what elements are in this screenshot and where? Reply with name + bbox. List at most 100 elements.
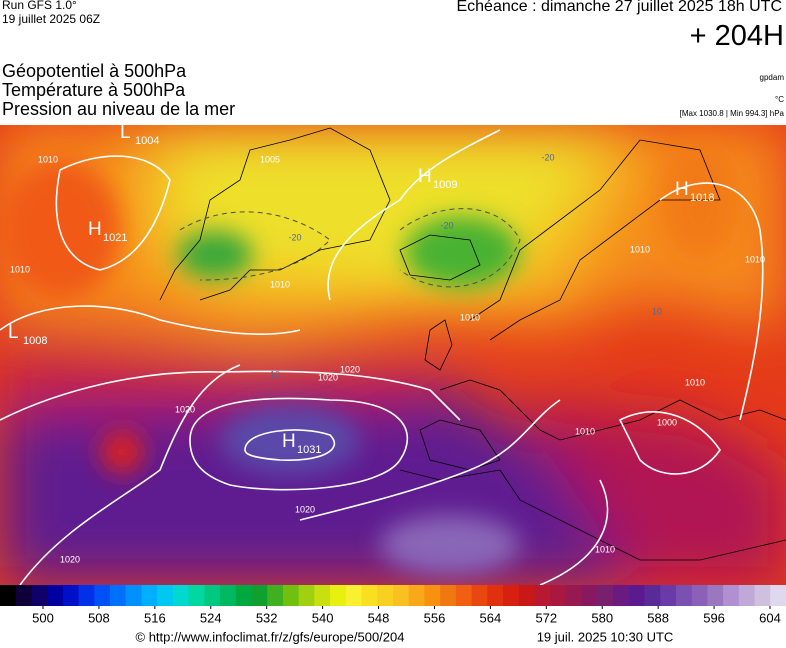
scale-swatch (550, 585, 567, 606)
scale-label: 524 (200, 610, 222, 625)
layer-title: Température à 500hPa (2, 80, 186, 100)
scale-swatch (15, 585, 32, 606)
center-kind: H (418, 166, 432, 187)
scale-label: 572 (535, 610, 557, 625)
scale-swatch (188, 585, 205, 606)
isobar-label: 1010 (38, 154, 58, 164)
unit: gpdam (759, 73, 784, 82)
scale-swatch (377, 585, 394, 606)
isobar-label: 1020 (295, 504, 315, 514)
scale-swatch (125, 585, 142, 606)
isotherms (179, 208, 521, 288)
isobar-label: 1010 (630, 244, 650, 254)
scale-swatch (267, 585, 284, 606)
scale-swatch (565, 585, 583, 606)
scale-swatch (110, 585, 127, 606)
scale-swatch (157, 585, 174, 606)
scale-swatch (204, 585, 221, 606)
center-value: 1008 (23, 335, 47, 347)
scale-swatch (282, 585, 300, 606)
isobars (0, 129, 764, 585)
scale-swatch (471, 585, 488, 606)
scale-label: 540 (312, 610, 334, 625)
scale-swatch (0, 585, 17, 606)
center-value: 1021 (103, 232, 127, 244)
run-date: 19 juillet 2025 06Z (2, 12, 101, 26)
scale-label: 556 (424, 610, 446, 625)
scale-label: 532 (256, 610, 278, 625)
center-value: 1031 (297, 444, 321, 456)
scale-swatch (518, 585, 535, 606)
isobar-label: 1010 (745, 254, 765, 264)
scale-swatch (424, 585, 441, 606)
scale-swatch (770, 585, 786, 606)
scale-swatch (141, 585, 158, 606)
scale-swatch (314, 585, 331, 606)
generated: 19 juil. 2025 10:30 UTC (537, 629, 674, 644)
scale-label: 508 (88, 610, 110, 625)
echeance: Echéance : dimanche 27 juillet 2025 18h … (456, 0, 782, 15)
layer-title: Géopotentiel à 500hPa (2, 61, 187, 81)
scale-label: 548 (368, 610, 390, 625)
temperature-label: -20 (440, 220, 453, 230)
scale-swatch (534, 585, 551, 606)
field (0, 125, 786, 585)
scale-swatch (597, 585, 614, 606)
scale-swatch (172, 585, 190, 606)
center-kind: H (675, 179, 689, 200)
scale-label: 604 (759, 610, 781, 625)
layer-title: Pression au niveau de la mer (2, 99, 236, 119)
isobar-label: 1020 (318, 372, 338, 382)
scale-swatch (628, 585, 646, 606)
scale-swatch (251, 585, 268, 606)
scale-swatch (78, 585, 95, 606)
run-label: Run GFS 1.0° (2, 0, 77, 12)
scale-swatch (235, 585, 253, 606)
center-kind: L (8, 322, 19, 343)
scale-label: 596 (703, 610, 725, 625)
center-value: 1018 (690, 192, 714, 204)
scale-label: 588 (647, 610, 669, 625)
isobar-label: 1020 (175, 404, 195, 414)
scale-swatch (754, 585, 771, 606)
isobar-label: 1010 (575, 426, 595, 436)
isobar-label: 1010 (595, 544, 615, 554)
scale-swatch (393, 585, 410, 606)
scale-swatch (675, 585, 693, 606)
scale-swatch (408, 585, 425, 606)
scale-swatch (581, 585, 598, 606)
center-value: 1004 (135, 135, 159, 147)
scale-swatch (330, 585, 347, 606)
center-kind: H (88, 219, 102, 240)
center-value: 1009 (433, 179, 457, 191)
color-scale: 500 508 516 524 532 540 548 556 564 572 580 588 596 6… (0, 585, 786, 625)
coastlines (159, 127, 786, 561)
scale-swatch (361, 585, 378, 606)
temperature-label: 10 (652, 306, 662, 316)
isobar-label: 1020 (60, 554, 80, 564)
scale-swatch (31, 585, 48, 606)
center-kind: L (120, 122, 131, 143)
scale-swatch (94, 585, 111, 606)
unit: [Max 1030.8 | Min 994.3] hPa (679, 109, 784, 118)
center-kind: H (282, 431, 296, 452)
scale-swatch (660, 585, 677, 606)
scale-swatch (298, 585, 315, 606)
temperature-label: -20 (288, 232, 301, 242)
isobar-label: 1010 (460, 312, 480, 322)
isobar-label: 1010 (685, 377, 705, 387)
temperature-label: -20 (541, 152, 554, 162)
scale-swatch (691, 585, 708, 606)
isobar-label: 1010 (10, 264, 30, 274)
scale-swatch (345, 585, 363, 606)
temperature-label: 10 (270, 369, 280, 379)
scale-swatch (487, 585, 504, 606)
isobar-label: 1005 (260, 154, 280, 164)
scale-swatch (455, 585, 473, 606)
scale-swatch (707, 585, 724, 606)
scale-swatch (440, 585, 457, 606)
scale-swatch (723, 585, 740, 606)
scale-swatch (47, 585, 64, 606)
